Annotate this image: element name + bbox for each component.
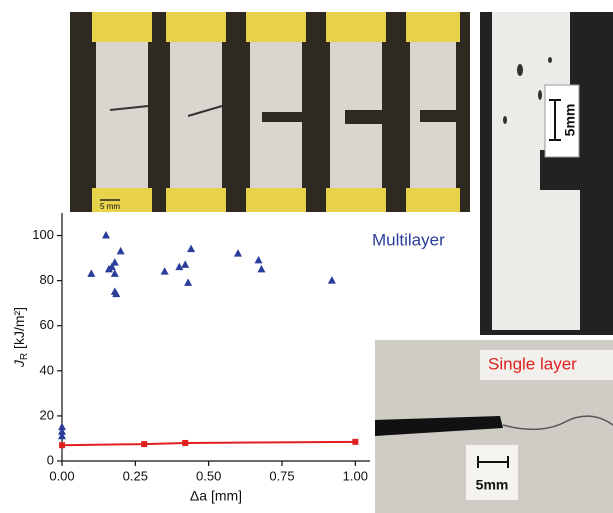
triangle-marker — [257, 264, 266, 273]
triangle-marker — [102, 231, 110, 239]
triangle-marker — [327, 276, 336, 284]
x-tick-label: 1.00 — [343, 468, 368, 483]
y-label-subscript: R — [19, 353, 30, 360]
chart: 0 20 40 60 80 100 0.00 0.25 0.50 0.75 1.00 Δa [mm] J… — [11, 213, 577, 504]
triangle-marker — [184, 278, 193, 286]
triangle-marker — [112, 289, 121, 298]
y-tick-label: 80 — [40, 272, 54, 287]
y-tick-label: 100 — [32, 227, 54, 242]
x-tick-label: 0.50 — [196, 468, 221, 483]
triangle-marker — [58, 431, 66, 440]
triangle-marker — [187, 244, 196, 253]
x-tick-label: 0.25 — [123, 468, 148, 483]
y-tick-label: 20 — [40, 407, 54, 422]
specimen-photo: 5 mm — [70, 12, 470, 212]
square-marker — [182, 439, 189, 446]
triangle-marker — [110, 258, 119, 266]
scale-label: 5mm — [476, 477, 509, 493]
triangle-marker — [107, 262, 116, 271]
square-marker — [59, 442, 65, 449]
triangle-marker — [116, 246, 125, 255]
y-label-symbol: J — [11, 359, 27, 368]
x-tick-label: 0.75 — [269, 468, 294, 483]
y-axis-label: JR [kJ/m²] — [11, 307, 30, 368]
scale-label: 5mm — [562, 104, 578, 137]
y-label-unit: [kJ/m²] — [11, 307, 27, 353]
legend-label: Single layer — [488, 354, 577, 373]
scale-label: 5 mm — [100, 202, 120, 211]
cross-section-photo: 5mm — [480, 12, 613, 335]
triangle-marker — [160, 267, 169, 275]
triangle-marker — [58, 427, 66, 435]
legend-label: Multilayer — [372, 230, 445, 249]
triangle-marker — [234, 249, 242, 257]
y-tick-label: 0 — [47, 452, 54, 467]
triangle-marker — [58, 422, 66, 431]
triangle-marker — [87, 269, 96, 277]
square-marker — [141, 441, 148, 448]
x-axis-label: Δa [mm] — [190, 488, 242, 504]
y-tick-label: 40 — [40, 362, 54, 377]
y-tick-label: 60 — [40, 317, 54, 332]
series-line — [61, 440, 356, 447]
square-marker — [352, 438, 359, 445]
x-tick-label: 0.00 — [49, 468, 74, 483]
triangle-marker — [110, 269, 119, 277]
triangle-marker — [254, 255, 263, 264]
single-layer-photo: 5mm — [375, 340, 613, 513]
triangle-marker — [175, 262, 184, 271]
triangle-marker — [181, 260, 190, 268]
